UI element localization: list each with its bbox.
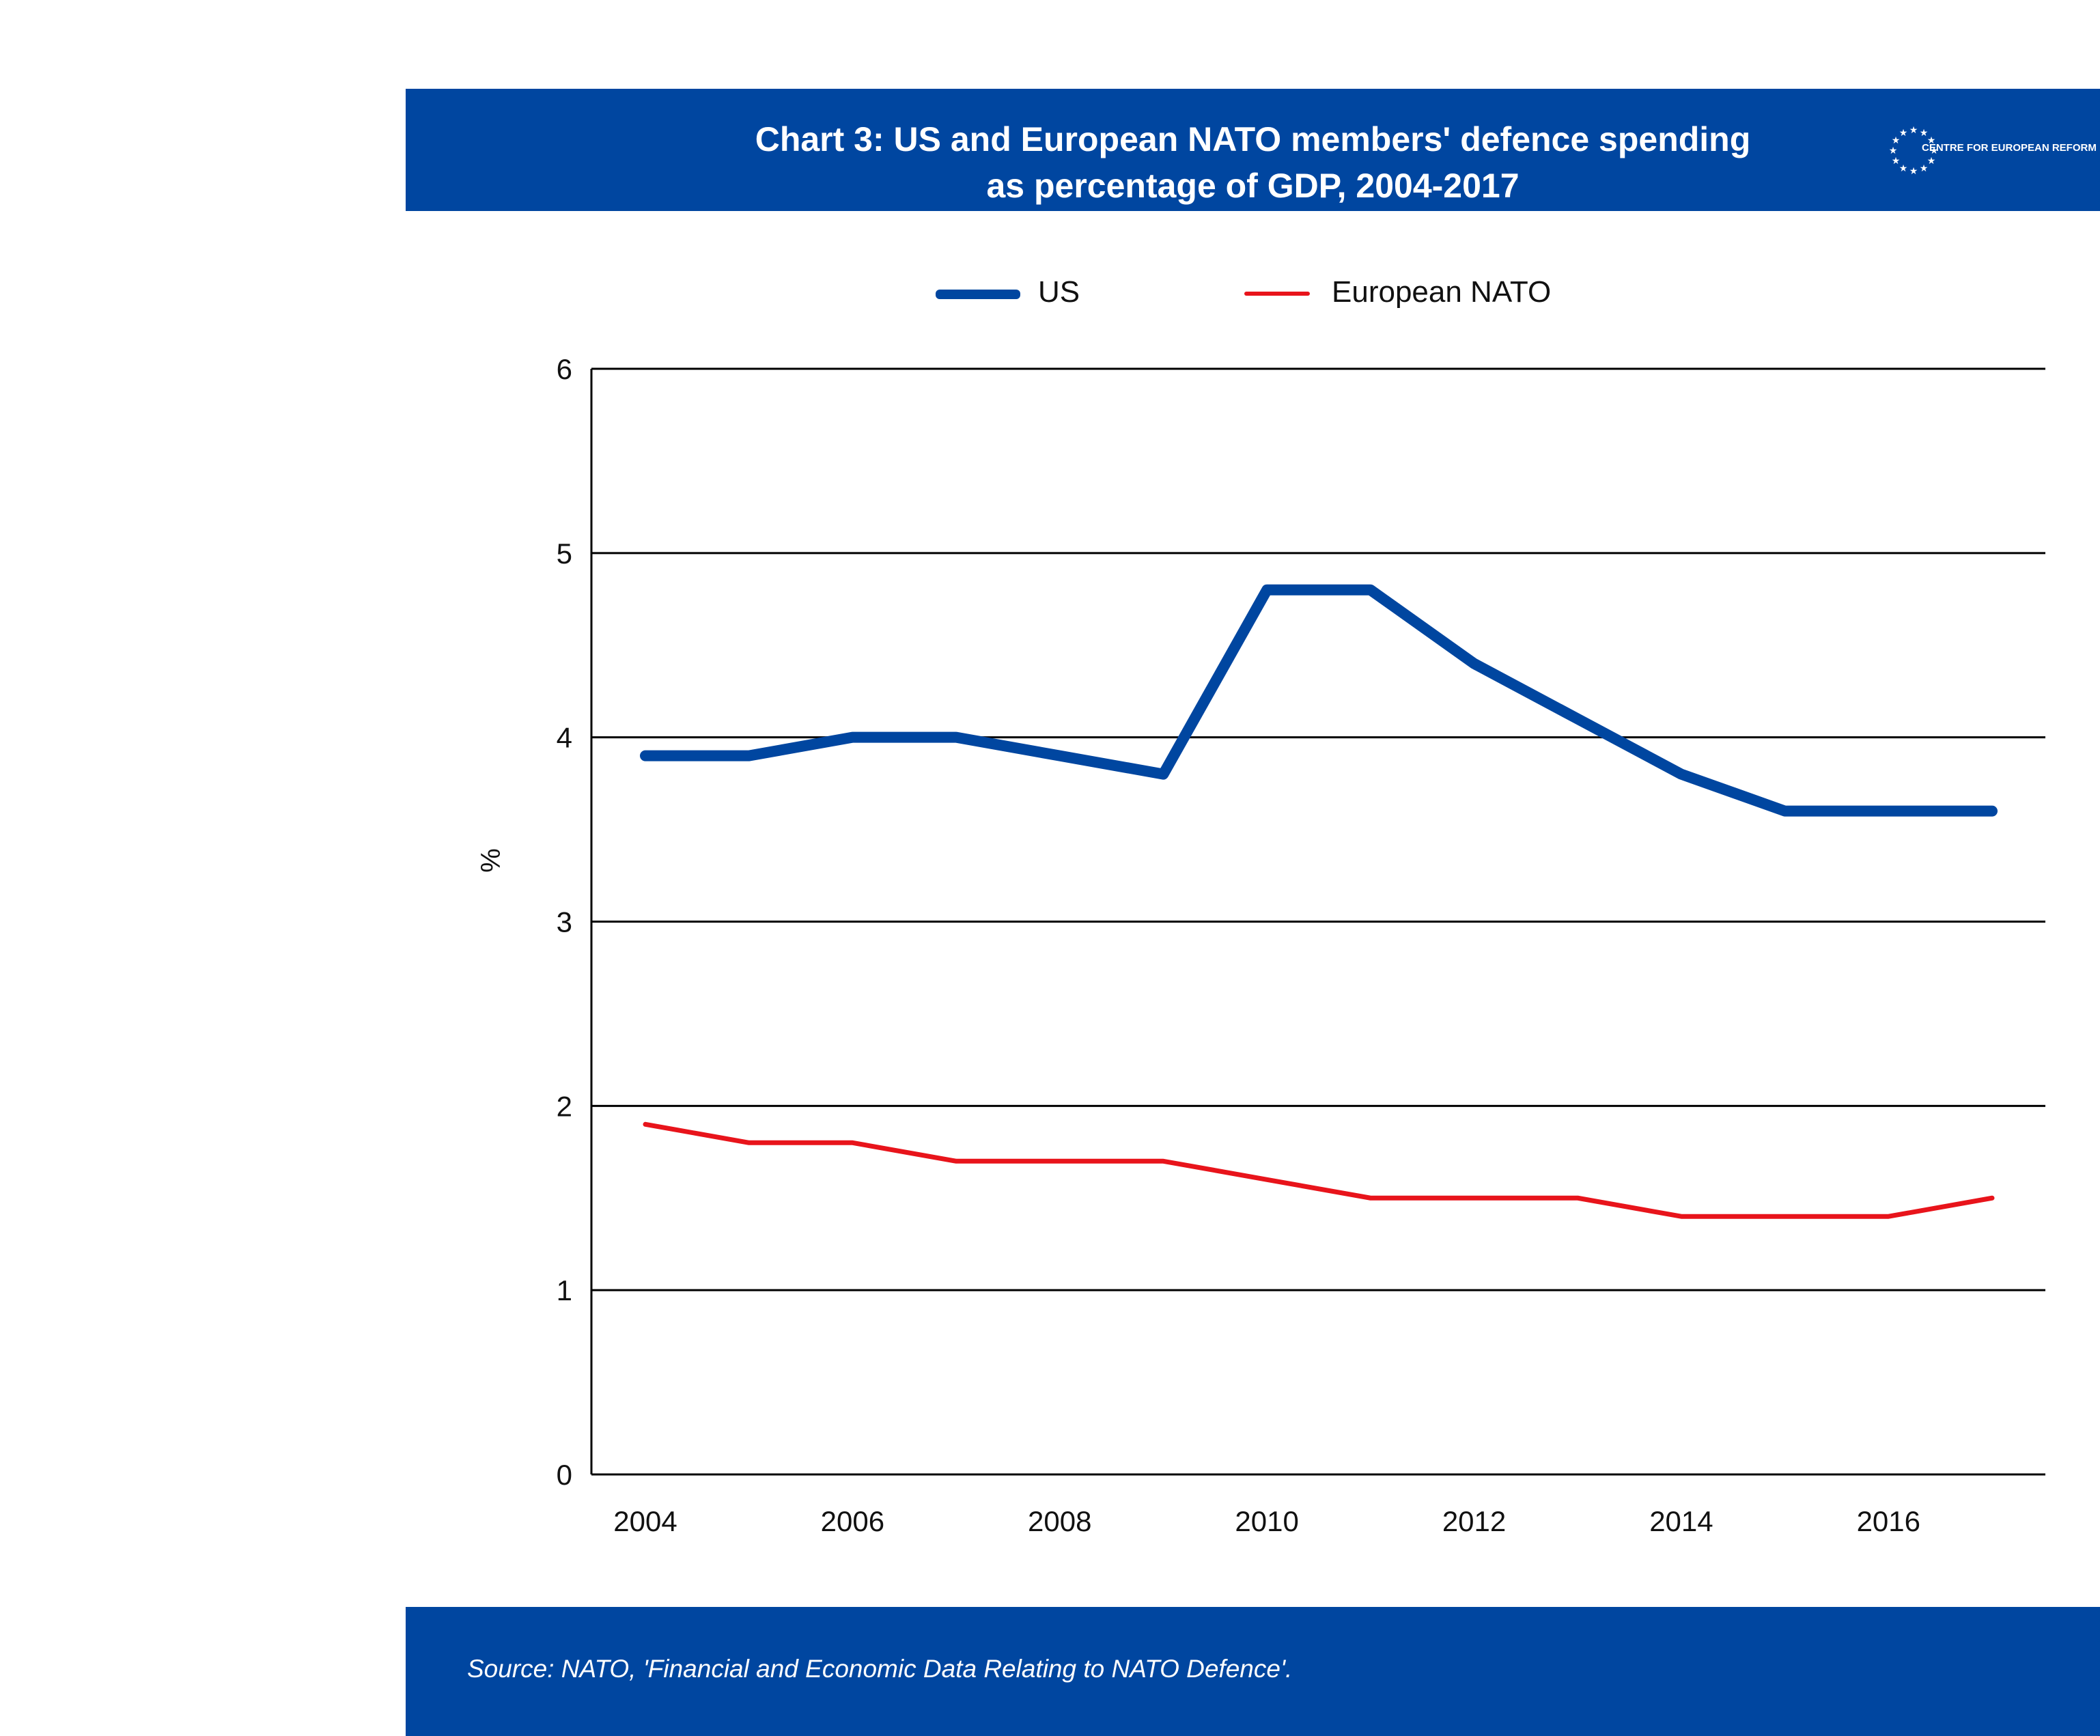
source-note: Source: NATO, 'Financial and Economic Da…: [467, 1655, 1293, 1683]
logo-star: ★: [1909, 165, 1918, 176]
y-tick-label-3: 3: [557, 906, 572, 938]
legend-item-european-nato: European NATO: [1244, 272, 1586, 313]
y-axis-label: %: [476, 848, 506, 873]
logo-star: ★: [1927, 135, 1936, 145]
y-tick-label-1: 1: [557, 1274, 572, 1306]
logo-star: ★: [1909, 124, 1918, 135]
y-tick-label-6: 6: [557, 353, 572, 385]
x-tick-label-2010: 2010: [1235, 1505, 1298, 1537]
series-line-us: [640, 584, 1998, 817]
legend-swatch-european-nato: [1244, 292, 1310, 296]
series-line-european-nato: [643, 1121, 1995, 1219]
x-tick-label-2016: 2016: [1857, 1505, 1920, 1537]
logo-star: ★: [1899, 127, 1908, 138]
logo-star: ★: [1892, 135, 1901, 145]
legend-label-european-nato: European NATO: [1332, 275, 1552, 309]
chart-header: Chart 3: US and European NATO members' d…: [406, 89, 2100, 211]
logo-star: ★: [1899, 163, 1908, 173]
logo-star: ★: [1920, 127, 1929, 138]
logo-star: ★: [1889, 145, 1898, 156]
logo-star: ★: [1927, 155, 1936, 166]
x-tick-label-2006: 2006: [821, 1505, 884, 1537]
x-tick-label-2004: 2004: [613, 1505, 677, 1537]
legend-swatch-us: [936, 290, 1020, 299]
chart-footer: Source: NATO, 'Financial and Economic Da…: [406, 1607, 2100, 1736]
y-tick-label-5: 5: [557, 537, 572, 570]
x-tick-label-2012: 2012: [1442, 1505, 1506, 1537]
y-tick-label-0: 0: [557, 1459, 572, 1491]
cer-logo: ★ ★ ★ ★ ★ ★ ★ ★ ★ ★ ★ ★ CENTRE FOR EUROPEAN REFORM: [1886, 116, 2097, 184]
x-tick-label-2014: 2014: [1649, 1505, 1713, 1537]
chart-title-line-2: as percentage of GDP, 2004-2017: [986, 167, 1520, 205]
logo-star: ★: [1892, 155, 1901, 166]
logo-star: ★: [1930, 145, 1939, 156]
chart-title: Chart 3: US and European NATO members' d…: [406, 116, 2100, 209]
logo-text: CENTRE FOR EUROPEAN REFORM: [1922, 142, 2097, 154]
eu-stars-icon: ★★★★★★★★★ ★ ★★: [1889, 124, 1939, 176]
x-tick-label-2008: 2008: [1028, 1505, 1091, 1537]
legend-item-us: US: [936, 272, 1140, 313]
legend-label-us: US: [1038, 275, 1080, 309]
logo-star: ★: [1920, 163, 1929, 173]
y-tick-label-4: 4: [557, 722, 572, 754]
chart-title-line-1: Chart 3: US and European NATO members' d…: [755, 120, 1751, 158]
y-tick-label-2: 2: [557, 1090, 572, 1122]
